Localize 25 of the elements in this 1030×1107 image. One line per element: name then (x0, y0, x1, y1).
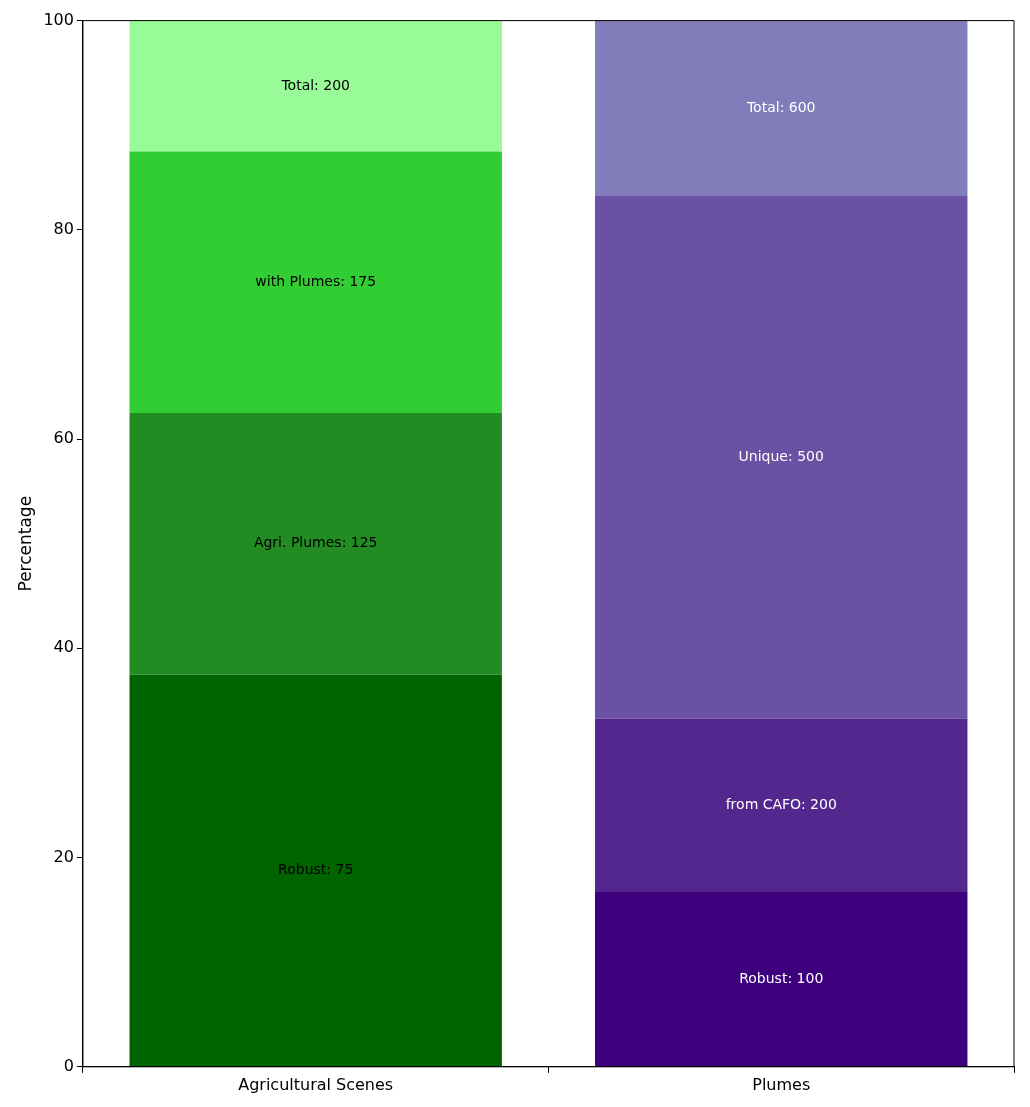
x-tick-label: Agricultural Scenes (238, 1074, 394, 1094)
bar (595, 20, 968, 196)
bar (129, 412, 502, 675)
annotation: Unique: 500 (738, 447, 824, 464)
annotation: with Plumes: 175 (255, 272, 377, 289)
bar (595, 892, 968, 1067)
y-tick-label: 80 (53, 219, 74, 238)
bar (595, 718, 968, 893)
annotation: Total: 600 (745, 98, 816, 115)
x-tick-label: Plumes (752, 1074, 811, 1094)
y-tick-label: 40 (53, 637, 74, 657)
bar (129, 20, 502, 152)
y-tick-label: 60 (53, 428, 74, 448)
annotation: Robust: 100 (739, 969, 824, 986)
annotation: from CAFO: 200 (725, 795, 837, 812)
bar (129, 151, 502, 413)
y-axis-title: Percentage (14, 495, 35, 592)
y-tick-label: 20 (53, 846, 74, 866)
annotation: Robust: 75 (278, 861, 354, 878)
bar (129, 674, 502, 1067)
annotation: Agri. Plumes: 125 (253, 534, 378, 551)
y-tick-label: 0 (63, 1055, 74, 1075)
bar (595, 195, 968, 719)
y-tick-label: 100 (43, 9, 74, 29)
annotation: Total: 200 (280, 76, 350, 93)
